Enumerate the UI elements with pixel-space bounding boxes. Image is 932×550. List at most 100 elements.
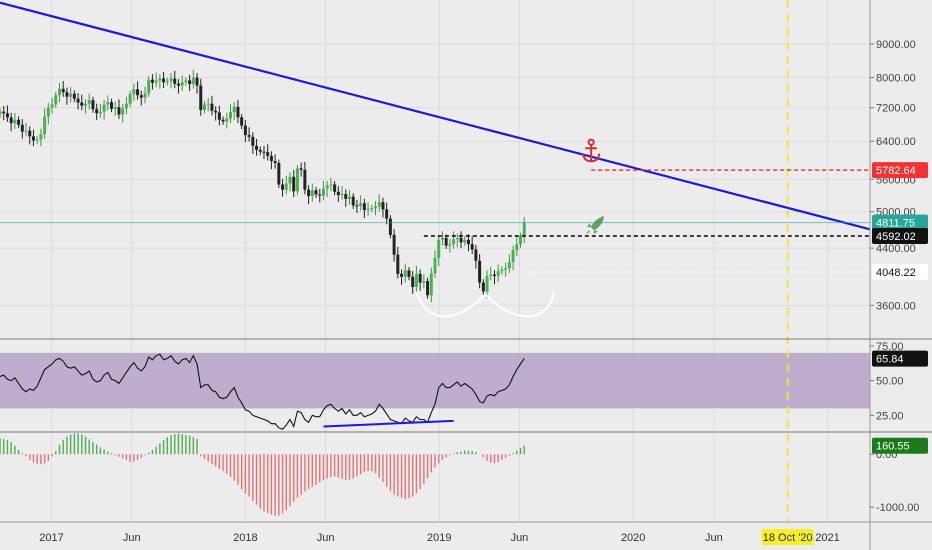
candle-body xyxy=(277,163,281,185)
candle-body xyxy=(188,80,192,85)
y-tick-label: 4400.00 xyxy=(876,243,916,255)
candle-body xyxy=(61,88,65,93)
rocket-icon[interactable] xyxy=(585,216,604,235)
candle-body xyxy=(206,103,210,105)
candle-body xyxy=(370,208,374,210)
candle-body xyxy=(489,274,493,277)
candle-body xyxy=(429,273,433,296)
candle-body xyxy=(474,249,478,261)
candle-body xyxy=(284,183,288,190)
candle-body xyxy=(392,234,396,255)
trendline[interactable] xyxy=(0,1,871,231)
candle-body xyxy=(229,112,233,119)
price-tag: 160.55 xyxy=(876,441,910,453)
candle-body xyxy=(50,104,54,108)
x-tick-label: Jun xyxy=(317,532,335,544)
candle-body xyxy=(221,119,225,122)
x-tick-label: Jun xyxy=(511,532,529,544)
candle-body xyxy=(217,112,221,120)
candle-body xyxy=(76,98,80,103)
candle-body xyxy=(400,273,404,277)
y-tick-label: 6400.00 xyxy=(876,136,916,148)
candle-body xyxy=(299,168,303,170)
candle-body xyxy=(158,78,162,81)
candle-body xyxy=(407,270,411,277)
y-tick-label: 75.00 xyxy=(876,341,904,353)
candle-body xyxy=(84,103,88,106)
candle-body xyxy=(418,273,422,283)
candle-body xyxy=(466,239,470,245)
candle-body xyxy=(202,104,206,111)
x-tick-label: Jun xyxy=(123,532,141,544)
candle-body xyxy=(113,107,117,109)
candle-body xyxy=(481,282,485,292)
candle-body xyxy=(72,93,76,99)
candle-body xyxy=(437,239,441,259)
candle-body xyxy=(362,203,366,210)
candle-body xyxy=(17,119,21,125)
time-axis[interactable]: 2017 Jun 2018 Jun 2019 Jun 2020 Jun 2021 xyxy=(39,532,839,544)
candle-body xyxy=(422,281,426,283)
candle-body xyxy=(288,176,292,184)
rsi-band xyxy=(0,352,870,409)
candle-body xyxy=(463,239,467,243)
candle-body xyxy=(117,107,121,115)
double-bottom-curve xyxy=(415,291,555,318)
candle-body xyxy=(325,185,329,189)
price-axis[interactable]: 9000.008000.007200.006400.005600.005000.… xyxy=(870,39,919,514)
candle-body xyxy=(199,85,203,111)
candle-body xyxy=(340,193,344,196)
candle-body xyxy=(522,222,526,237)
candle-body xyxy=(381,202,385,210)
price-lines xyxy=(0,169,870,273)
candle-body xyxy=(210,103,214,111)
candle-body xyxy=(519,236,523,245)
x-tick-label: 2018 xyxy=(233,532,257,544)
candle-body xyxy=(295,168,299,192)
rsi-divergence-line[interactable] xyxy=(323,419,454,428)
x-tick-label: 2021 xyxy=(815,532,839,544)
candle-body xyxy=(388,218,392,235)
candle-body xyxy=(124,103,128,109)
candle-body xyxy=(310,190,314,197)
candle-body xyxy=(511,250,515,263)
candle-body xyxy=(184,80,188,83)
candle-body xyxy=(444,237,448,246)
candle-body xyxy=(91,100,95,110)
candle-body xyxy=(121,108,125,115)
y-tick-label: 8000.00 xyxy=(876,73,916,85)
candle-body xyxy=(307,189,311,197)
x-tick-label: 2020 xyxy=(621,532,645,544)
anchor-icon[interactable] xyxy=(582,138,601,163)
candle-body xyxy=(95,109,99,114)
candle-body xyxy=(258,149,262,152)
candle-body xyxy=(347,196,351,199)
y-tick-label: 3600.00 xyxy=(876,300,916,312)
candle-body xyxy=(173,78,177,84)
candle-body xyxy=(57,88,61,96)
candle-body xyxy=(165,81,169,83)
candle-body xyxy=(154,80,158,83)
candle-body xyxy=(478,260,482,283)
candle-body xyxy=(54,95,58,105)
candle-body xyxy=(303,169,307,190)
candle-body xyxy=(459,237,463,243)
candle-body xyxy=(31,136,35,141)
candle-body xyxy=(136,89,140,96)
candle-body xyxy=(98,111,102,114)
candle-body xyxy=(24,130,28,132)
price-tag: 5782.64 xyxy=(876,165,916,177)
candle-body xyxy=(515,244,519,251)
candle-body xyxy=(143,93,147,98)
candle-body xyxy=(150,79,154,83)
candle-body xyxy=(385,209,389,219)
candle-body xyxy=(500,269,504,272)
candle-body xyxy=(433,258,437,274)
candle-body xyxy=(180,82,184,86)
candle-body xyxy=(452,239,456,245)
candle-body xyxy=(318,194,322,196)
candle-body xyxy=(403,270,407,277)
